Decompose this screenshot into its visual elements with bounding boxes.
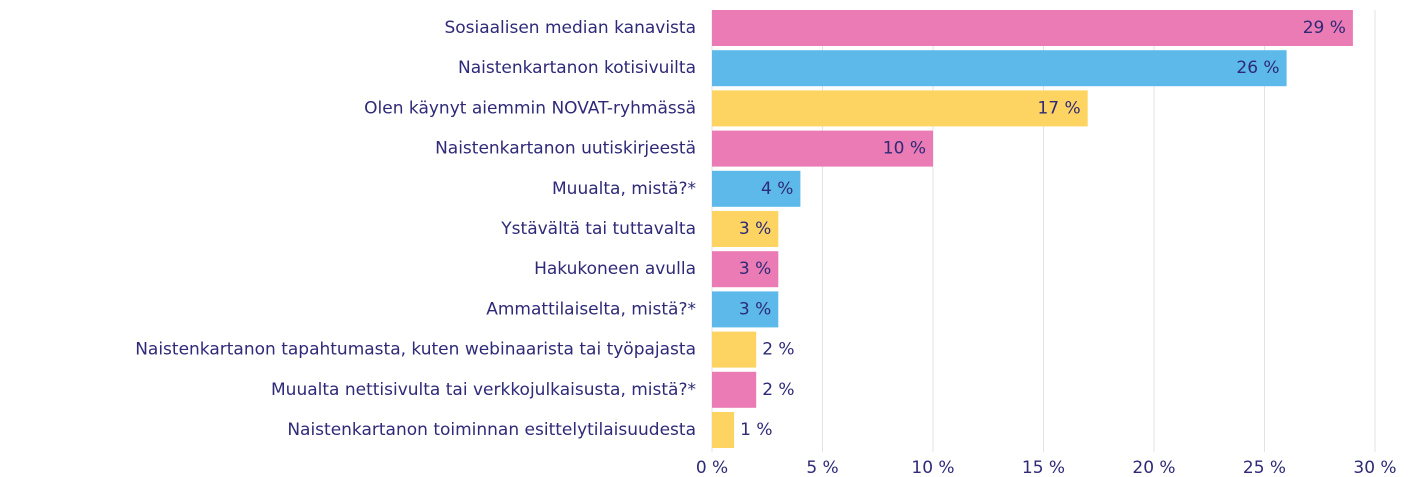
- bar: [712, 331, 757, 368]
- y-tick-label: Naistenkartanon tapahtumasta, kuten webi…: [135, 340, 696, 360]
- bar: [712, 251, 779, 288]
- value-label: 29 %: [1303, 18, 1346, 38]
- y-tick-label: Muualta, mistä?*: [552, 179, 696, 199]
- y-tick-label: Ystävältä tai tuttavalta: [500, 219, 696, 239]
- value-label: 1 %: [740, 420, 772, 440]
- x-tick-label: 15 %: [1022, 458, 1065, 477]
- x-tick-label: 10 %: [911, 458, 954, 477]
- bar: [712, 90, 1088, 127]
- x-tick-label: 20 %: [1132, 458, 1175, 477]
- y-tick-label: Hakukoneen avulla: [534, 259, 696, 279]
- bar: [712, 211, 779, 247]
- y-tick-label: Muualta nettisivulta tai verkkojulkaisus…: [271, 380, 696, 400]
- y-tick-label: Naistenkartanon toiminnan esittelytilais…: [287, 420, 696, 440]
- bar: [712, 371, 757, 408]
- value-label: 4 %: [761, 179, 793, 199]
- value-label: 10 %: [883, 139, 926, 159]
- value-label: 2 %: [762, 340, 794, 360]
- bar: [712, 10, 1353, 46]
- x-tick-label: 25 %: [1243, 458, 1286, 477]
- value-label: 3 %: [739, 219, 771, 239]
- value-label: 17 %: [1037, 98, 1080, 118]
- value-label: 2 %: [762, 380, 794, 400]
- value-label: 26 %: [1236, 58, 1279, 78]
- bar: [712, 130, 933, 167]
- x-tick-label: 5 %: [806, 458, 838, 477]
- y-tick-label: Naistenkartanon uutiskirjeestä: [435, 139, 696, 159]
- y-tick-label: Naistenkartanon kotisivuilta: [458, 58, 696, 78]
- bar: [712, 412, 735, 448]
- x-tick-label: 30 %: [1353, 458, 1396, 477]
- bar: [712, 291, 779, 328]
- bar: [712, 170, 801, 207]
- y-tick-label: Ammattilaiselta, mistä?*: [486, 299, 696, 319]
- value-label: 3 %: [739, 299, 771, 319]
- value-label: 3 %: [739, 259, 771, 279]
- bar: [712, 50, 1287, 87]
- y-tick-label: Sosiaalisen median kanavista: [444, 18, 696, 38]
- x-tick-label: 0 %: [696, 458, 728, 477]
- y-tick-label: Olen käynyt aiemmin NOVAT-ryhmässä: [364, 98, 696, 118]
